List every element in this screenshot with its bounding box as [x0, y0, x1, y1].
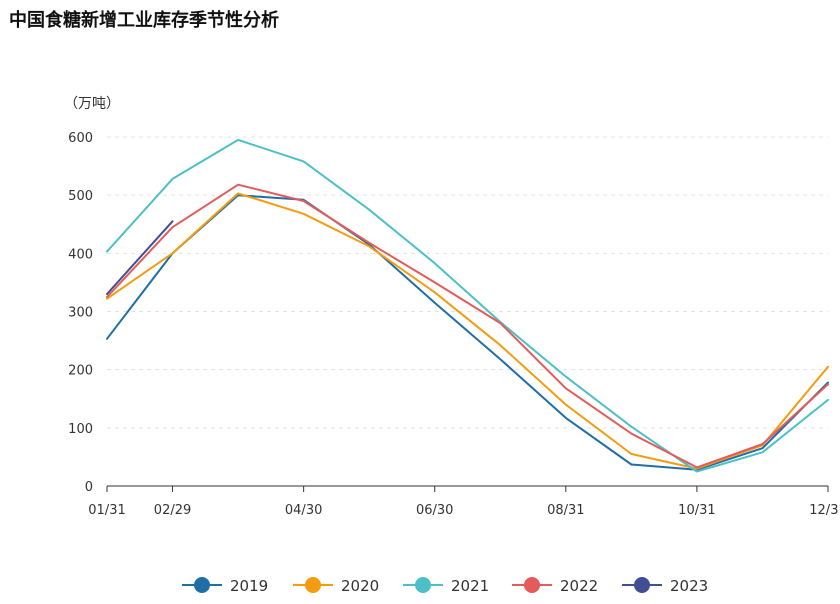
series-line-2023	[106, 220, 174, 295]
legend-label-2023[interactable]: 2023	[670, 577, 708, 595]
x-tick-label-04-30: 04/30	[285, 503, 322, 518]
x-tick-label-08-31: 08/31	[547, 503, 584, 518]
x-tick-label-01-31: 01/31	[88, 503, 125, 518]
x-tick-label-02-29: 02/29	[154, 503, 191, 518]
legend-marker-2023[interactable]	[634, 577, 650, 593]
y-tick-label-500: 500	[68, 189, 93, 204]
y-tick-label-300: 300	[68, 306, 93, 321]
y-axis-unit-label: （万吨）	[64, 96, 120, 112]
legend-marker-2022[interactable]	[524, 577, 540, 593]
series-line-2020	[106, 192, 829, 470]
series-lines	[106, 138, 829, 473]
legend-marker-2021[interactable]	[415, 577, 431, 593]
x-tick-label-10-31: 10/31	[678, 503, 715, 518]
legend-marker-2019[interactable]	[194, 577, 210, 593]
series-line-2021	[106, 138, 829, 473]
grid-lines	[107, 136, 828, 429]
x-tick-label-12-31: 12/31	[809, 503, 840, 518]
legend-label-2022[interactable]: 2022	[560, 577, 598, 595]
legend-marker-2020[interactable]	[305, 577, 321, 593]
legend-label-2020[interactable]: 2020	[341, 577, 379, 595]
y-tick-label-100: 100	[68, 422, 93, 437]
x-tick-label-06-30: 06/30	[416, 503, 453, 518]
chart-title: 中国食糖新增工业库存季节性分析	[9, 10, 279, 31]
legend-label-2021[interactable]: 2021	[451, 577, 489, 595]
series-line-2019	[106, 194, 829, 471]
axes: 0 100 200 300 400 500 600 （万吨） 01/31 02/29 04/30 06…	[64, 96, 840, 518]
legend[interactable]: 2019 2020 2021 2022 2023	[182, 577, 708, 595]
y-tick-label-400: 400	[68, 247, 93, 262]
y-tick-label-600: 600	[68, 131, 93, 146]
y-tick-label-0: 0	[85, 480, 93, 495]
y-tick-label-200: 200	[68, 364, 93, 379]
legend-label-2019[interactable]: 2019	[230, 577, 268, 595]
series-line-2022	[106, 183, 829, 469]
